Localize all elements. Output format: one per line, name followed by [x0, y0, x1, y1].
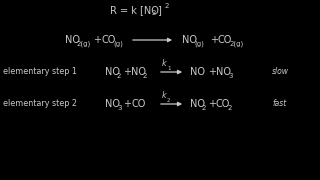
Text: k: k	[162, 60, 167, 69]
Text: R = k [NO: R = k [NO	[110, 5, 159, 15]
Text: CO: CO	[216, 99, 230, 109]
Text: NO: NO	[190, 67, 205, 77]
Text: +: +	[93, 35, 101, 45]
Text: 2: 2	[202, 105, 206, 111]
Text: NO: NO	[131, 67, 146, 77]
Text: +: +	[123, 67, 131, 77]
Text: NO: NO	[65, 35, 80, 45]
Text: 1: 1	[167, 66, 171, 71]
Text: +: +	[123, 99, 131, 109]
Text: +: +	[210, 35, 218, 45]
Text: elementary step 1: elementary step 1	[3, 68, 77, 76]
Text: CO: CO	[101, 35, 116, 45]
Text: 2: 2	[143, 73, 148, 79]
Text: NO: NO	[182, 35, 197, 45]
Text: (g): (g)	[113, 41, 123, 47]
Text: 2: 2	[152, 10, 156, 16]
Text: +: +	[208, 99, 216, 109]
Text: elementary step 2: elementary step 2	[3, 100, 77, 109]
Text: slow: slow	[272, 68, 289, 76]
Text: 3: 3	[117, 105, 122, 111]
Text: NO: NO	[105, 67, 120, 77]
Text: CO: CO	[218, 35, 232, 45]
Text: 3: 3	[228, 73, 233, 79]
Text: 2: 2	[165, 3, 169, 9]
Text: 2(g): 2(g)	[230, 41, 244, 47]
Text: 2: 2	[117, 73, 121, 79]
Text: CO: CO	[131, 99, 145, 109]
Text: 2(g): 2(g)	[77, 41, 91, 47]
Text: NO: NO	[216, 67, 231, 77]
Text: NO: NO	[190, 99, 205, 109]
Text: ]: ]	[157, 5, 161, 15]
Text: 2: 2	[228, 105, 232, 111]
Text: fast: fast	[272, 100, 286, 109]
Text: k: k	[162, 91, 167, 100]
Text: NO: NO	[105, 99, 120, 109]
Text: +: +	[208, 67, 216, 77]
Text: (g): (g)	[194, 41, 204, 47]
Text: 2: 2	[167, 98, 171, 102]
